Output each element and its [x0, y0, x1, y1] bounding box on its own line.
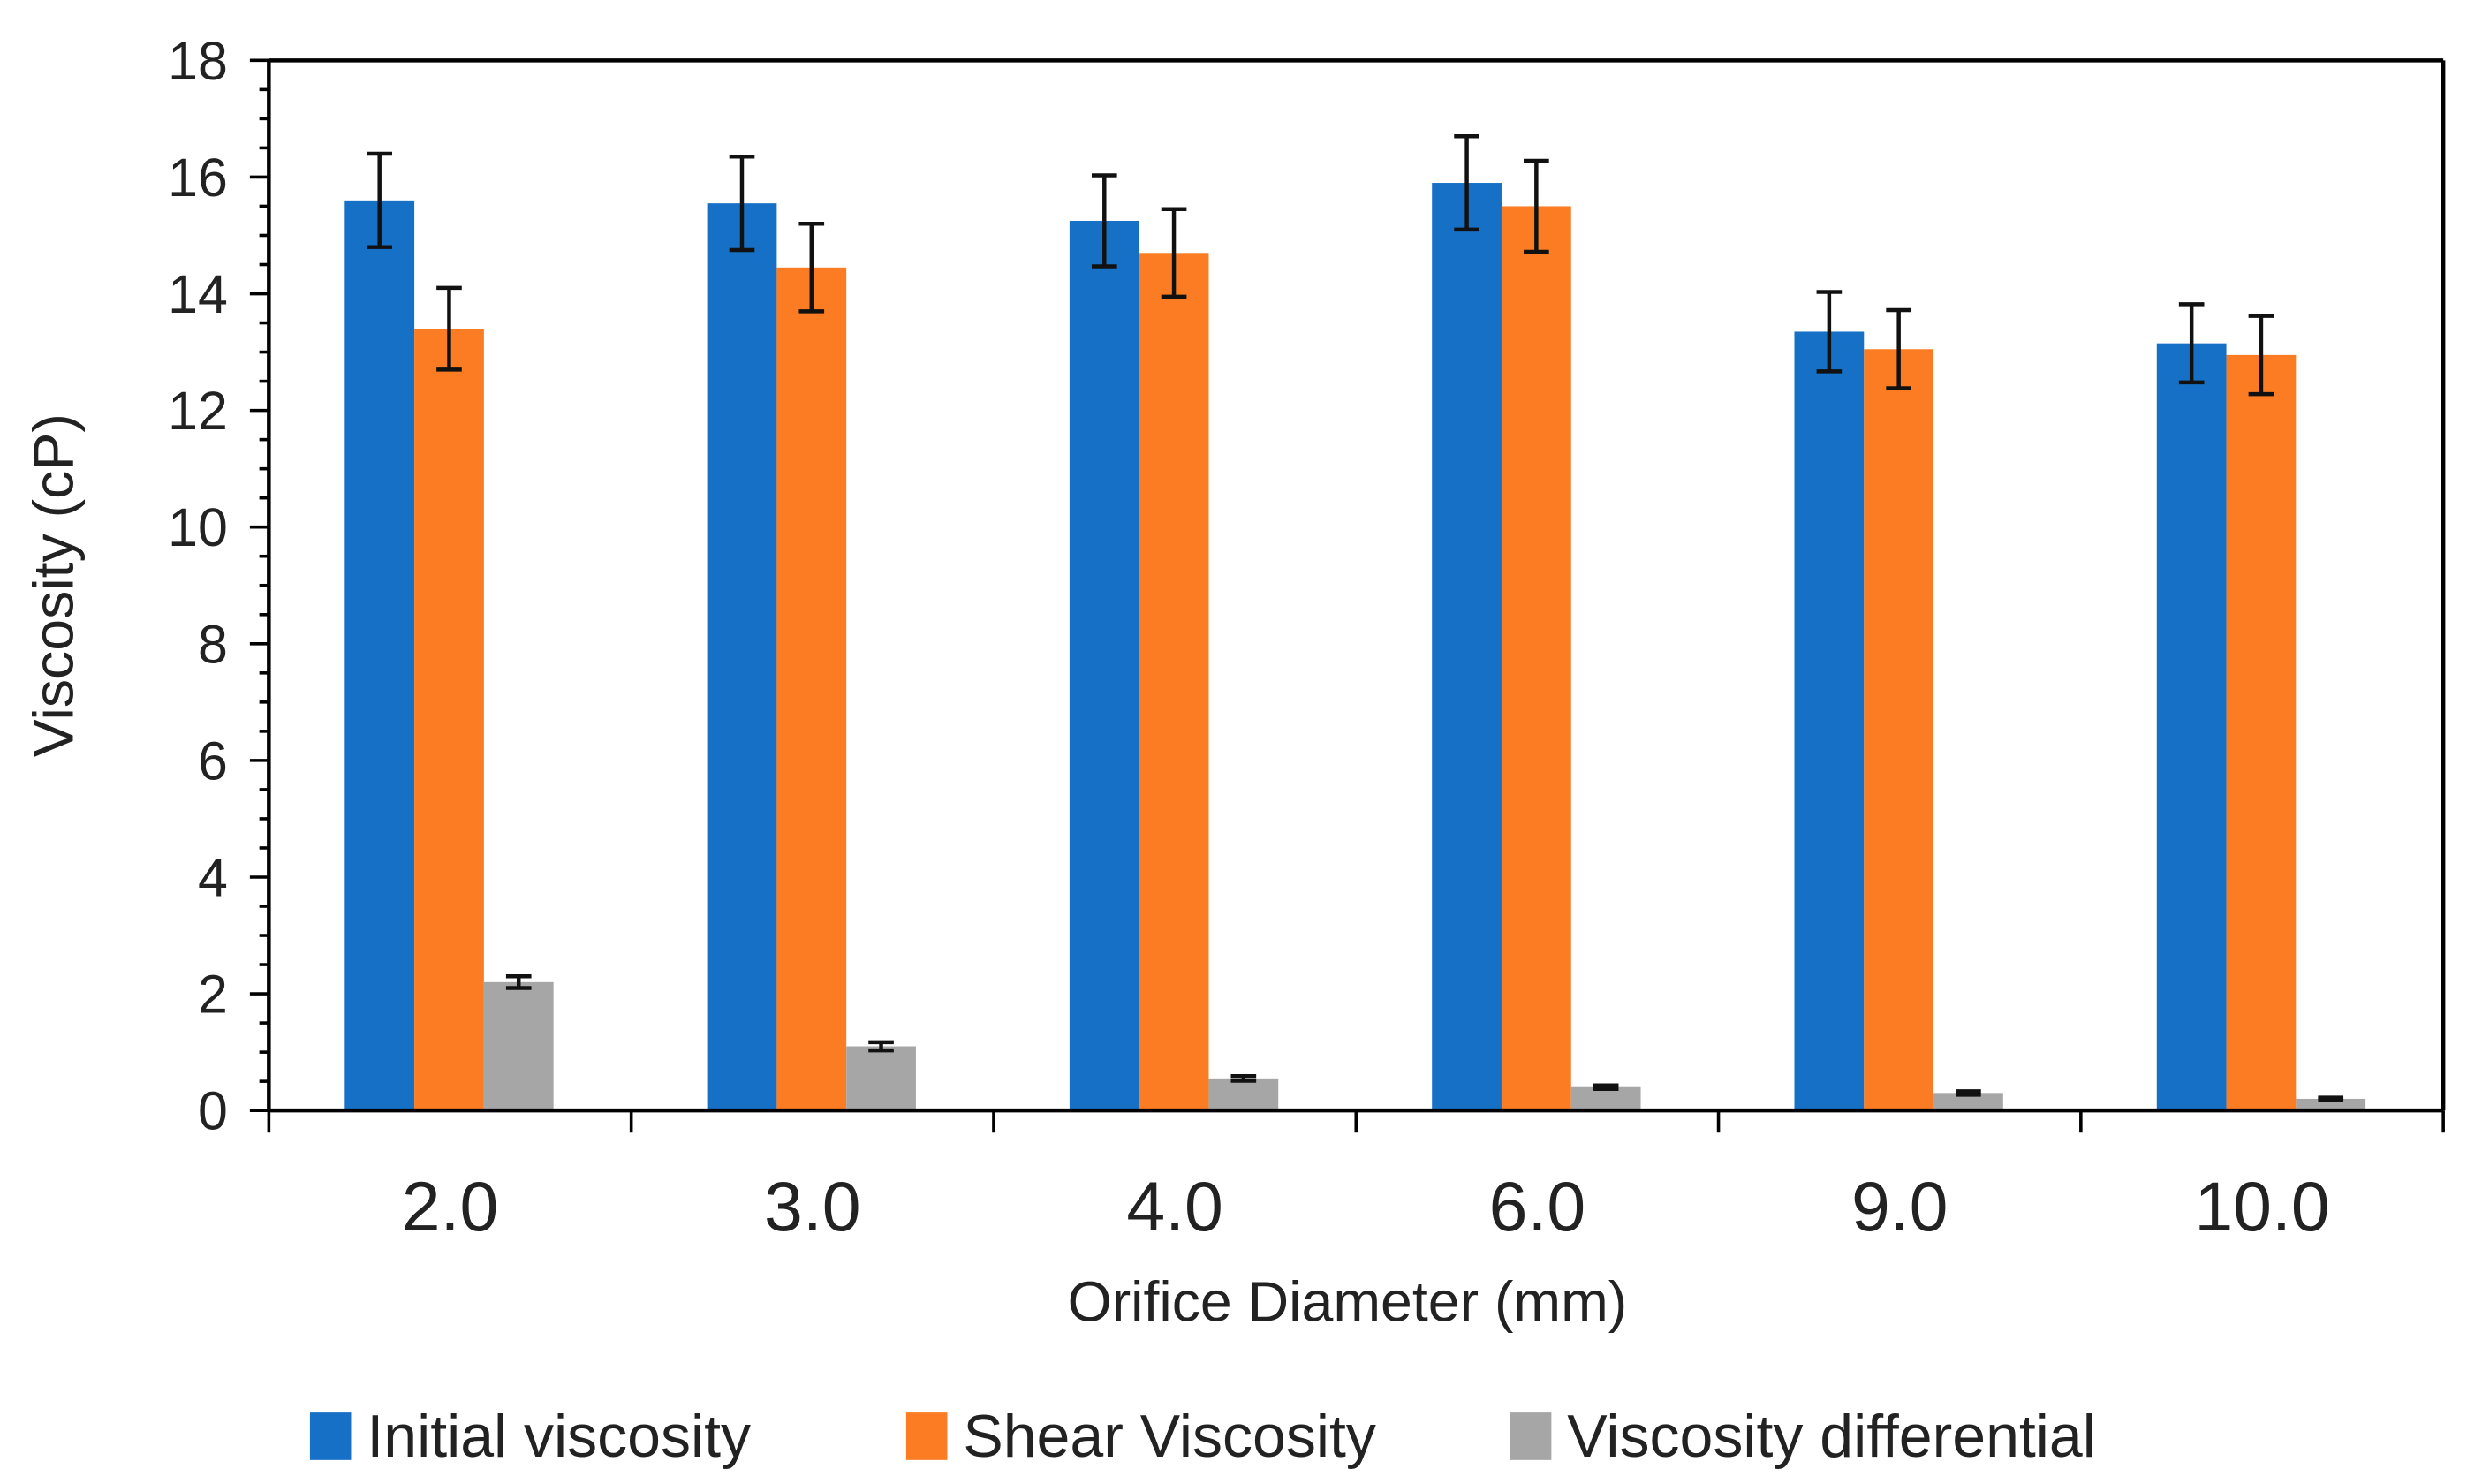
y-tick-label: 14 — [168, 264, 228, 324]
bar — [1208, 1078, 1279, 1111]
bar — [1501, 206, 1571, 1111]
legend-swatch — [905, 1412, 948, 1460]
y-tick-label: 2 — [198, 965, 228, 1025]
bar — [1069, 220, 1139, 1111]
legend-swatch — [1510, 1412, 1552, 1460]
y-axis-title: Viscosity (cP) — [21, 413, 85, 757]
bars-layer — [344, 133, 2366, 1111]
legend-label: Viscosity differential — [1567, 1403, 2096, 1470]
x-tick-label: 3.0 — [764, 1168, 860, 1246]
bar — [1933, 1093, 2003, 1111]
y-tick-label: 16 — [168, 148, 228, 208]
legend: Initial viscosity Shear Viscosity Viscosit… — [309, 1403, 2096, 1470]
x-tick-label: 2.0 — [402, 1168, 499, 1246]
bar — [707, 203, 777, 1111]
bar — [776, 267, 847, 1111]
y-tick-label: 4 — [198, 847, 228, 907]
x-tick-label: 9.0 — [1851, 1168, 1949, 1246]
x-tick-label: 4.0 — [1126, 1168, 1223, 1246]
bar — [483, 981, 554, 1111]
bar — [846, 1046, 916, 1111]
bar — [1570, 1086, 1641, 1111]
x-axis-title: Orifice Diameter (mm) — [1068, 1269, 1628, 1333]
y-tick-label: 18 — [168, 31, 228, 91]
bar — [1432, 183, 1502, 1111]
y-tick-label: 8 — [198, 614, 228, 674]
x-tick-label: 10.0 — [2194, 1168, 2329, 1246]
bar — [1139, 253, 1209, 1111]
bar — [344, 200, 415, 1111]
y-tick-label: 0 — [198, 1081, 228, 1141]
y-tick-label: 10 — [168, 497, 228, 557]
bar — [1864, 349, 1934, 1111]
y-tick-label: 12 — [168, 381, 228, 441]
axes-layer: 0 2 4 6 8 10 12 14 16 18 2.0 3.0 4.0 6.0 9.0 10.0 — [168, 31, 2445, 1246]
x-tick-label: 6.0 — [1489, 1168, 1586, 1246]
bar — [2296, 1098, 2366, 1111]
bar — [1794, 331, 1865, 1111]
legend-swatch — [309, 1412, 352, 1460]
bar — [2156, 343, 2227, 1111]
bar — [414, 329, 484, 1111]
plot-frame — [269, 58, 2446, 1111]
legend-label: Initial viscosity — [367, 1403, 751, 1470]
legend-label: Shear Viscosity — [963, 1403, 1376, 1470]
y-tick-label: 6 — [198, 731, 228, 791]
bar — [2226, 354, 2297, 1111]
